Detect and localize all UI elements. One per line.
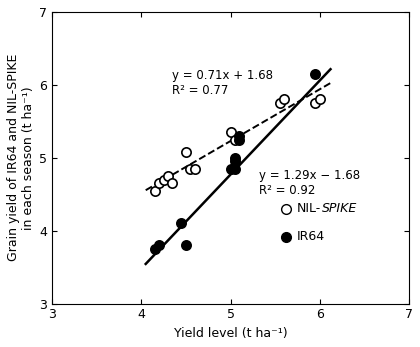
X-axis label: Yield level (t ha⁻¹): Yield level (t ha⁻¹)	[174, 327, 287, 340]
Point	[227, 166, 234, 171]
Point	[156, 243, 163, 248]
Text: y = 1.29x − 1.68
R² = 0.92: y = 1.29x − 1.68 R² = 0.92	[259, 169, 360, 197]
Point	[236, 137, 243, 142]
Point	[312, 71, 319, 77]
Text: IR64: IR64	[297, 230, 325, 243]
Point	[312, 100, 319, 106]
Point	[183, 149, 189, 155]
Point	[281, 97, 287, 102]
Point	[151, 246, 158, 252]
Text: y = 0.71x + 1.68
R² = 0.77: y = 0.71x + 1.68 R² = 0.77	[173, 69, 273, 97]
Point	[160, 177, 167, 183]
Point	[231, 159, 238, 164]
Point	[236, 133, 243, 139]
Point	[178, 221, 185, 226]
Point	[231, 137, 238, 142]
Point	[183, 243, 189, 248]
Y-axis label: Grain yield of IR64 and NIL-SPIKE
in each season (t ha⁻¹): Grain yield of IR64 and NIL-SPIKE in eac…	[7, 54, 35, 262]
Point	[231, 166, 238, 171]
Point	[316, 97, 323, 102]
Text: SPIKE: SPIKE	[322, 202, 357, 215]
Point	[187, 166, 194, 171]
Point	[169, 180, 176, 186]
Point	[151, 188, 158, 193]
Point	[231, 155, 238, 161]
Point	[227, 129, 234, 135]
Point	[156, 180, 163, 186]
Point	[165, 173, 171, 179]
Text: NIL-: NIL-	[297, 202, 321, 215]
Point	[276, 100, 283, 106]
Point	[192, 166, 198, 171]
